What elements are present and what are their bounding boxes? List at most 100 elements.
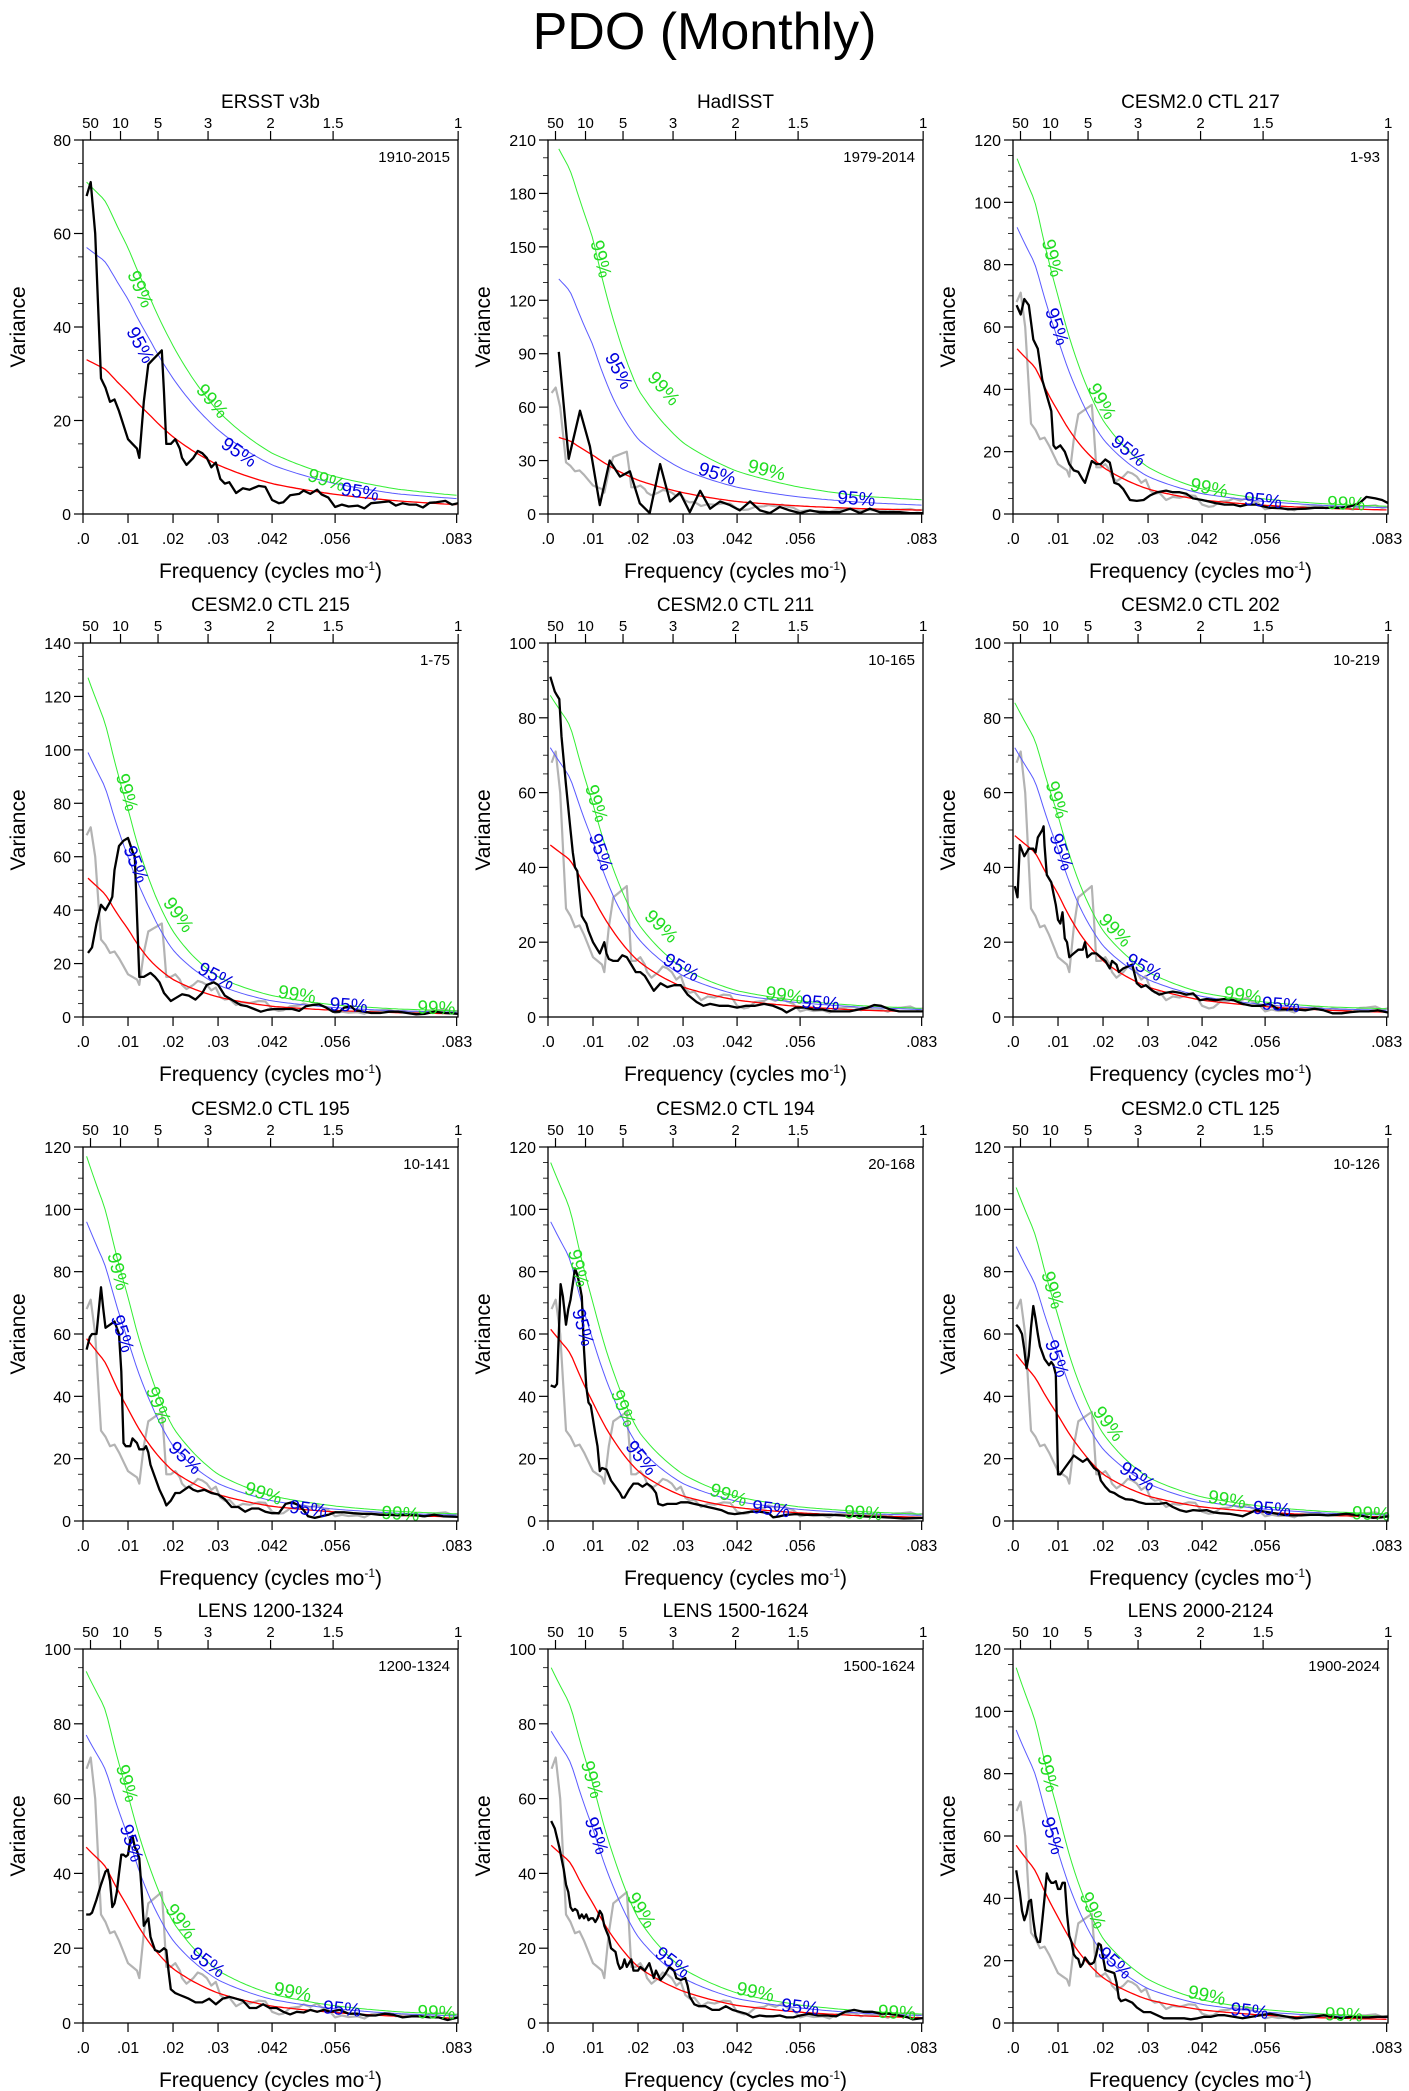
y-tick-label: 60 [518, 786, 536, 803]
top-tick-label: 2 [266, 1122, 274, 1139]
ci95-label: 95% [751, 1497, 791, 1523]
ci95-label: 95% [1107, 431, 1150, 471]
panel-title: CESM2.0 CTL 194 [656, 1099, 815, 1120]
ci95-label: 95% [115, 1822, 147, 1865]
x-tick-label: .0 [1006, 1538, 1019, 1555]
top-tick-label: 1 [919, 1624, 927, 1641]
plot-area [85, 1156, 458, 1520]
top-tick-label: 5 [619, 1122, 627, 1139]
top-tick-label: 1 [1384, 1624, 1392, 1641]
y-tick-label: 60 [983, 786, 1001, 803]
y-tick-label: 60 [518, 400, 536, 417]
red-noise-line [1015, 1353, 1387, 1518]
panel-title: CESM2.0 CTL 211 [657, 595, 814, 616]
x-tick-label: .01 [582, 2040, 604, 2057]
x-tick-label: .056 [320, 1538, 351, 1555]
reference-spectrum-line [550, 1756, 923, 2020]
x-tick-label: .056 [785, 1538, 816, 1555]
y-tick-label: 100 [974, 1202, 1001, 1219]
y-tick-label: 40 [53, 1866, 71, 1883]
y-tick-label: 80 [53, 133, 71, 150]
y-tick-label: 0 [527, 2016, 536, 2033]
plot-frame [547, 139, 924, 515]
ci99-label: 99% [111, 771, 141, 813]
top-tick-label: 5 [154, 1122, 162, 1139]
spectrum-line [85, 180, 458, 510]
ci95-label: 95% [600, 350, 636, 394]
y-axis-label: Variance [472, 1795, 495, 1876]
top-tick-label: 3 [1134, 1122, 1142, 1139]
panel-title: CESM2.0 CTL 195 [191, 1099, 350, 1120]
y-tick-label: 120 [44, 689, 71, 706]
spectrum-line [557, 351, 923, 514]
red-noise-line [87, 877, 457, 1015]
top-tick-label: 50 [82, 115, 99, 132]
panel-title: ERSST v3b [221, 92, 320, 113]
top-tick-label: 10 [577, 1624, 594, 1641]
y-tick-label: 40 [983, 1891, 1001, 1908]
x-tick-label: .042 [722, 1538, 753, 1555]
ci95-line [85, 1734, 457, 2017]
top-tick-label: 50 [547, 618, 564, 635]
x-axis-label: Frequency (cycles mo-1) [1089, 559, 1312, 583]
y-axis-label: Variance [472, 286, 495, 367]
top-tick-label: 2 [1196, 115, 1204, 132]
x-axis-label: Frequency (cycles mo-1) [159, 1566, 382, 1590]
plot-frame [1012, 1648, 1389, 2024]
top-tick-label: 1 [454, 1122, 462, 1139]
x-tick-label: .0 [76, 2040, 89, 2057]
x-axis-label: Frequency (cycles mo-1) [159, 1062, 382, 1086]
ci99-label: 99% [640, 906, 682, 948]
y-tick-label: 40 [518, 860, 536, 877]
ci99-label: 99% [111, 1762, 141, 1804]
x-tick-label: .056 [1250, 531, 1281, 548]
x-tick-label: .01 [1047, 1538, 1069, 1555]
top-tick-label: 3 [1134, 1624, 1142, 1641]
x-tick-label: .0 [541, 531, 554, 548]
ci99-line [86, 181, 457, 496]
top-tick-label: 3 [1134, 618, 1142, 635]
ci95-line [550, 1731, 922, 2016]
y-axis-label: Variance [7, 1795, 30, 1876]
plot-area [1013, 702, 1388, 1015]
y-tick-label: 60 [53, 227, 71, 244]
y-tick-label: 120 [509, 293, 536, 310]
top-tick-label: 1.5 [788, 115, 809, 132]
top-tick-label: 50 [1012, 1624, 1029, 1641]
y-tick-label: 80 [53, 796, 71, 813]
ci99-label: 99% [877, 2002, 916, 2025]
plot-area [550, 148, 923, 514]
y-tick-label: 0 [992, 507, 1001, 524]
x-tick-label: .0 [1006, 1034, 1019, 1051]
x-tick-label: .042 [257, 2040, 288, 2057]
top-tick-label: 2 [731, 115, 739, 132]
top-tick-label: 50 [1012, 115, 1029, 132]
top-tick-label: 5 [619, 618, 627, 635]
x-tick-label: .0 [76, 1034, 89, 1051]
x-tick-label: .042 [257, 1034, 288, 1051]
y-tick-label: 40 [53, 1389, 71, 1406]
x-tick-label: .02 [162, 1538, 184, 1555]
period-label: 10-141 [403, 1156, 450, 1173]
spectrum-line [87, 836, 458, 1016]
x-tick-label: .056 [320, 531, 351, 548]
top-tick-label: 2 [1196, 618, 1204, 635]
panel-title: HadISST [697, 92, 774, 113]
y-tick-label: 0 [62, 1514, 71, 1531]
period-label: 10-126 [1333, 1156, 1380, 1173]
x-tick-label: .042 [257, 531, 288, 548]
chart-panel: 99%99%99%99%95%95%95%020406080100120.0.0… [7, 1099, 472, 1590]
y-tick-label: 0 [62, 2016, 71, 2033]
x-tick-label: .0 [541, 1538, 554, 1555]
x-tick-label: .02 [627, 1538, 649, 1555]
top-tick-label: 3 [204, 1624, 212, 1641]
x-tick-label: .03 [1137, 1538, 1159, 1555]
ci95-label: 95% [580, 1814, 612, 1857]
ci99-line [85, 1671, 457, 2015]
y-tick-label: 60 [53, 1792, 71, 1809]
top-tick-label: 2 [731, 1624, 739, 1641]
ci95-label: 95% [567, 1306, 597, 1348]
period-label: 10-219 [1333, 652, 1380, 669]
top-tick-label: 5 [619, 1624, 627, 1641]
top-tick-label: 1 [1384, 618, 1392, 635]
